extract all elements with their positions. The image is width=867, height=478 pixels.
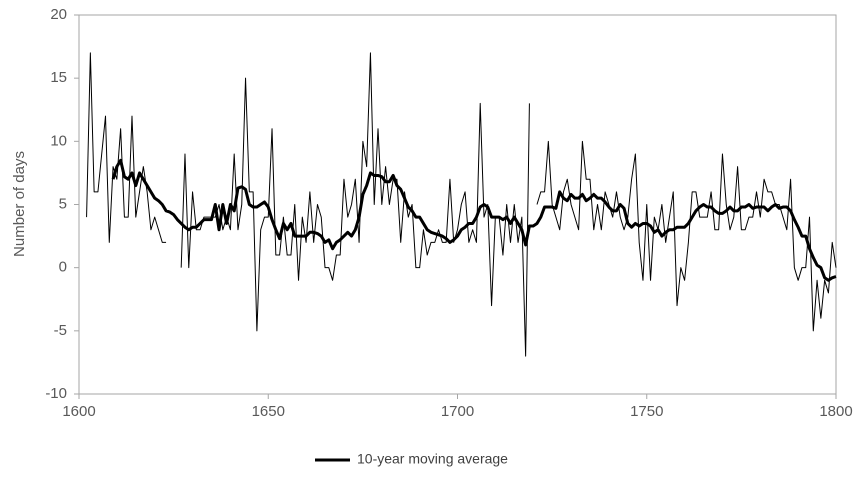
- y-axis-label: Number of days: [11, 151, 28, 257]
- y-tick-label: -10: [45, 385, 67, 402]
- y-tick-label: -5: [54, 322, 67, 339]
- legend-label: 10-year moving average: [357, 451, 508, 467]
- moving-average-line: [111, 158, 837, 282]
- annual-line: [86, 52, 837, 357]
- x-tick-label: 1750: [630, 403, 663, 420]
- y-tick-label: 0: [59, 259, 67, 276]
- x-tick-label: 1700: [441, 403, 474, 420]
- y-tick-label: 5: [59, 195, 67, 212]
- x-tick-label: 1800: [819, 403, 852, 420]
- y-tick-label: 10: [50, 132, 67, 149]
- x-tick-label: 1600: [62, 403, 95, 420]
- x-tick-label: 1650: [252, 403, 285, 420]
- plot-frame: [78, 14, 837, 395]
- y-tick-label: 15: [50, 69, 67, 86]
- y-tick-label: 20: [50, 6, 67, 23]
